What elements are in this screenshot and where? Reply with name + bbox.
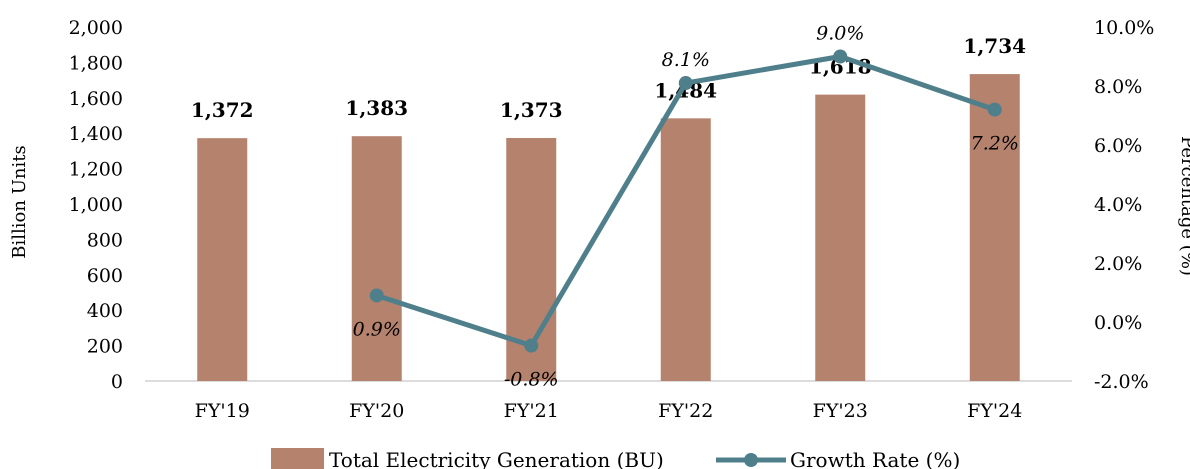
growth-rate-point [987, 102, 1002, 117]
growth-rate-point [833, 49, 848, 64]
y-tick-label: 2,000 [69, 17, 123, 39]
rate-value-label: -0.8% [504, 369, 559, 391]
rate-value-label: 8.1% [662, 49, 710, 71]
y-tick-label: 1,400 [69, 123, 123, 145]
y2-tick-label: 2.0% [1094, 253, 1142, 275]
bar-FY'20 [351, 136, 402, 381]
y-tick-label: 1,600 [69, 88, 123, 110]
bar-series [197, 74, 1020, 381]
growth-rate-point [678, 76, 693, 91]
y2-tick-label: 10.0% [1094, 17, 1154, 39]
y2-axis-title: Percentage (%) [1177, 136, 1190, 276]
bar-FY'24 [969, 74, 1020, 381]
rate-value-label: 0.9% [353, 318, 401, 340]
left-axis-ticks: 0 200 400 600 800 1,000 1,200 1,400 1,600 1,800 2,… [69, 17, 123, 393]
y-tick-label: 1,200 [69, 159, 123, 181]
legend-line-label: Growth Rate (%) [790, 448, 960, 469]
y-tick-label: 200 [87, 336, 123, 358]
y-tick-label: 1,800 [69, 52, 123, 74]
bar-value-label: 1,383 [345, 96, 408, 120]
y2-tick-label: 0.0% [1094, 312, 1142, 334]
y-tick-label: 800 [87, 229, 123, 251]
bar-FY'23 [815, 94, 866, 381]
line-series [369, 49, 1002, 353]
x-tick-label: FY'24 [967, 400, 1022, 422]
rate-value-label: 7.2% [971, 133, 1019, 155]
y2-tick-label: 8.0% [1094, 76, 1142, 98]
growth-rate-point [524, 338, 539, 353]
bar-value-label: 1,372 [191, 98, 254, 122]
x-axis-ticks: FY'19 FY'20 FY'21 FY'22 FY'23 FY'24 [195, 400, 1023, 422]
x-tick-label: FY'21 [504, 400, 559, 422]
legend-line-marker [744, 453, 758, 467]
legend: Total Electricity Generation (BU) Growth… [271, 448, 960, 469]
rate-value-label: 9.0% [816, 23, 864, 45]
bar-value-label: 1,734 [963, 34, 1026, 58]
y-tick-label: 0 [111, 371, 123, 393]
x-tick-label: FY'19 [195, 400, 250, 422]
y-axis-title: Billion Units [9, 145, 30, 258]
y2-tick-label: 6.0% [1094, 135, 1142, 157]
y2-tick-label: 4.0% [1094, 194, 1142, 216]
bar-value-label: 1,373 [500, 98, 563, 122]
y-tick-label: 400 [87, 300, 123, 322]
x-tick-label: FY'20 [349, 400, 404, 422]
rate-data-labels: 0.9% -0.8% 8.1% 9.0% 7.2% [353, 23, 1019, 391]
bar-FY'22 [660, 118, 711, 381]
x-tick-label: FY'23 [813, 400, 868, 422]
growth-rate-point [369, 288, 384, 303]
x-tick-label: FY'22 [658, 400, 713, 422]
right-axis-ticks: -2.0% 0.0% 2.0% 4.0% 6.0% 8.0% 10.0% [1094, 17, 1154, 393]
legend-bar-label: Total Electricity Generation (BU) [329, 448, 664, 469]
y2-tick-label: -2.0% [1094, 371, 1149, 393]
y-tick-label: 600 [87, 265, 123, 287]
bar-FY'19 [197, 138, 248, 381]
y-tick-label: 1,000 [69, 194, 123, 216]
legend-bar-swatch [271, 448, 324, 469]
